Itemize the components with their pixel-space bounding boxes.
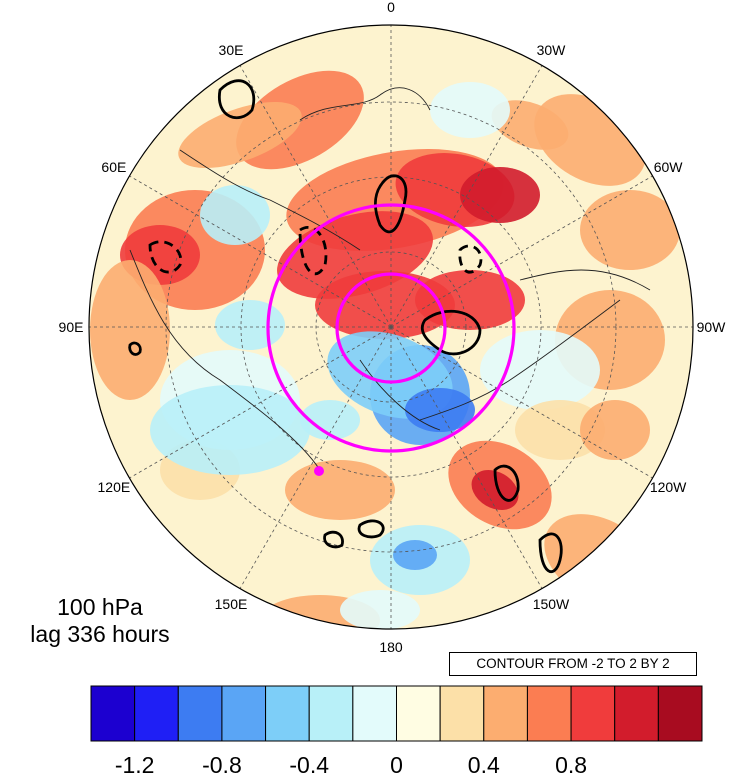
anomaly-patch-11 xyxy=(90,260,170,400)
contour-line-9 xyxy=(323,530,344,549)
colorbar-box-8 xyxy=(439,685,485,742)
colorbar-box-6 xyxy=(352,685,398,742)
anomaly-patch-31 xyxy=(515,400,605,460)
longitude-label-0: 0 xyxy=(387,0,395,15)
colorbar-box-10 xyxy=(526,685,572,742)
colorbar-tick-label: -1.2 xyxy=(114,752,155,778)
anomaly-patch-27 xyxy=(150,385,310,475)
longitude-label-60W: 60W xyxy=(654,159,684,175)
longitude-label-120W: 120W xyxy=(650,479,687,495)
contour-line-3 xyxy=(148,240,183,274)
longitude-label-90E: 90E xyxy=(59,319,84,335)
colorbar-box-4 xyxy=(265,685,310,742)
anomaly-patch-13 xyxy=(580,190,680,270)
map-boundary xyxy=(88,24,694,630)
contour-line-8 xyxy=(357,519,385,539)
longitude-label-30W: 30W xyxy=(537,42,567,58)
contour-line-1 xyxy=(374,174,408,234)
meridian-line xyxy=(390,326,653,479)
meridian-line xyxy=(239,326,392,589)
meridian-line xyxy=(239,65,392,328)
longitude-label-30E: 30E xyxy=(219,42,244,58)
meridian-line xyxy=(390,65,543,328)
anomaly-patch-24 xyxy=(200,185,270,245)
meridian-line xyxy=(390,326,543,589)
longitude-label-90W: 90W xyxy=(697,319,727,335)
coastline-5 xyxy=(359,359,441,431)
contour-line-10 xyxy=(128,341,142,356)
meridian-line xyxy=(390,175,653,328)
contour-line-2 xyxy=(298,226,328,276)
coastline-4 xyxy=(519,269,651,291)
anomaly-patch-25 xyxy=(215,300,285,350)
colorbar-box-7 xyxy=(396,685,441,742)
contour-info-box: CONTOUR FROM -2 TO 2 BY 2 xyxy=(449,652,697,676)
colorbar-box-9 xyxy=(483,685,528,742)
longitude-label-180: 180 xyxy=(379,639,403,655)
colorbar-tick-label: 0 xyxy=(390,752,403,778)
coastline-3 xyxy=(419,299,621,421)
anomaly-patch-18 xyxy=(285,460,395,520)
longitude-label-60E: 60E xyxy=(101,159,126,175)
anomaly-patch-5 xyxy=(415,270,525,330)
anomaly-patch-32 xyxy=(430,82,510,138)
longitude-label-120E: 120E xyxy=(98,479,131,495)
anomaly-patch-33 xyxy=(580,400,650,460)
coastline-1 xyxy=(179,149,361,251)
anomaly-patch-23 xyxy=(405,388,475,432)
highlight-circle-outer xyxy=(266,203,516,453)
contour-line-4 xyxy=(420,310,482,356)
colorbar-box-13 xyxy=(657,685,703,742)
longitude-label-150E: 150E xyxy=(215,596,248,612)
meridian-line xyxy=(129,175,392,328)
coastline-2 xyxy=(129,249,321,471)
anomaly-patch-35 xyxy=(340,590,420,629)
colorbar-box-11 xyxy=(570,685,616,742)
colorbar-tick-label: -0.8 xyxy=(202,752,242,778)
colorbar-tick-label: -0.4 xyxy=(289,752,330,778)
anomaly-patch-34 xyxy=(300,400,360,440)
contour-line-0 xyxy=(217,79,256,120)
anomaly-patch-30 xyxy=(480,330,600,410)
longitude-label-150W: 150W xyxy=(533,596,570,612)
anomaly-patch-29 xyxy=(393,540,437,570)
colorbar-tick-label: 0.4 xyxy=(467,752,500,778)
map-field xyxy=(89,25,693,629)
lag-label: lag 336 hours xyxy=(30,621,170,647)
highlight-circle-inner xyxy=(335,272,447,384)
meridian-line xyxy=(129,326,392,479)
highlight-point xyxy=(314,466,324,476)
colorbar-box-0 xyxy=(90,685,136,742)
contour-line-7 xyxy=(538,532,563,573)
colorbar-box-5 xyxy=(308,685,354,742)
colorbar-box-12 xyxy=(614,685,659,742)
colorbar-box-1 xyxy=(134,685,179,742)
contour-line-6 xyxy=(493,464,520,502)
level-label: 100 hPa xyxy=(57,594,143,620)
colorbar-box-3 xyxy=(221,685,267,742)
contour-line-5 xyxy=(458,244,483,274)
colorbar-tick-label: 0.8 xyxy=(555,752,588,778)
anomaly-patch-3 xyxy=(460,167,540,223)
coastline-0 xyxy=(299,87,431,121)
colorbar-box-2 xyxy=(177,685,223,742)
